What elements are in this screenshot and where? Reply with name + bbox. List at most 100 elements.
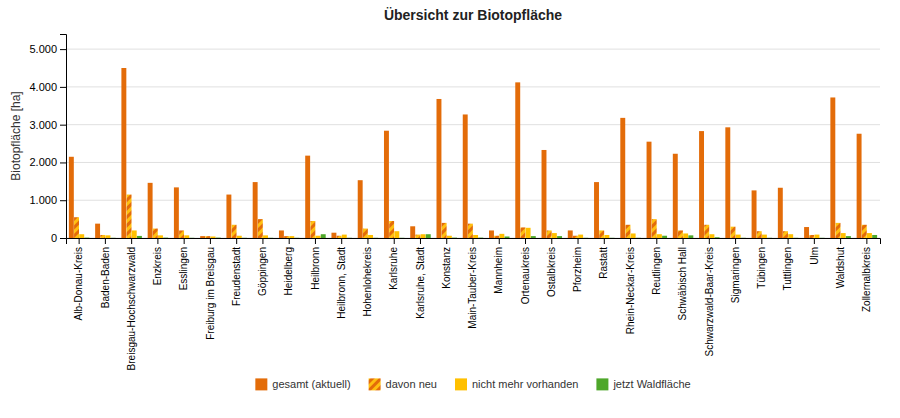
x-tick-label: Sigmaringen <box>730 247 741 303</box>
bar <box>526 228 531 238</box>
title: Übersicht zur Biotopfläche <box>384 7 562 23</box>
grid-line <box>66 49 880 50</box>
x-tick-mark <box>840 238 841 244</box>
x-tick: Reutlingen <box>651 238 662 295</box>
legend-item: gesamt (aktuell) <box>255 378 350 390</box>
bar <box>232 225 237 238</box>
x-tick-label: Tübingen <box>756 247 767 289</box>
x-tick-mark <box>551 238 552 244</box>
bar <box>321 234 326 238</box>
bar <box>284 236 289 238</box>
bar <box>95 224 100 238</box>
x-tick-mark <box>499 238 500 244</box>
bar <box>347 237 352 238</box>
x-tick-mark <box>761 238 762 244</box>
bar <box>515 82 520 238</box>
bar <box>604 235 609 238</box>
bar <box>736 235 741 238</box>
legend-swatch <box>596 378 608 390</box>
x-tick: Heidelberg <box>283 238 294 295</box>
x-tick: Rhein-Neckar-Kreis <box>625 238 636 334</box>
bar <box>846 236 851 238</box>
legend-label: jetzt Waldfläche <box>612 378 690 390</box>
bar <box>263 235 268 238</box>
x-tick: Zollernalbkreis <box>861 238 872 312</box>
bar <box>778 188 783 238</box>
bar <box>867 233 872 238</box>
bar <box>216 237 221 238</box>
bar <box>673 154 678 238</box>
bar <box>111 237 116 238</box>
x-tick-label: Karlsruhe, Stadt <box>415 247 426 319</box>
x-tick-label: Freiburg im Breisgau <box>205 247 216 340</box>
bar <box>715 237 720 238</box>
bar <box>820 237 825 238</box>
bar <box>436 99 441 238</box>
x-tick-label: Ulm <box>809 247 820 265</box>
bar <box>310 221 315 238</box>
bar <box>841 233 846 238</box>
bar <box>830 97 835 238</box>
bar <box>174 187 179 238</box>
x-tick-label: Alb-Donau-Kreis <box>73 247 84 320</box>
bar <box>242 237 247 238</box>
bar <box>809 235 814 238</box>
x-tick: Freudenstadt <box>231 238 242 306</box>
bar <box>793 237 798 238</box>
bar <box>520 227 525 238</box>
x-tick-mark <box>473 238 474 244</box>
bar <box>557 236 562 238</box>
bar <box>872 235 877 238</box>
bar <box>568 230 573 238</box>
x-tick: Baden-Baden <box>100 238 111 308</box>
x-tick: Heilbronn, Stadt <box>336 238 347 319</box>
x-tick: Freiburg im Breisgau <box>205 238 216 340</box>
y-tick-mark <box>60 125 66 126</box>
bar <box>137 236 142 238</box>
bar <box>84 237 89 238</box>
x-tick-label: Waldshut <box>835 247 846 289</box>
legend-item: davon neu <box>369 378 437 390</box>
x-tick: Hohenlohekreis <box>362 238 373 317</box>
y-tick-mark <box>60 87 66 88</box>
x-tick-label: Pforzheim <box>572 247 583 292</box>
bar <box>368 235 373 238</box>
legend-label: davon neu <box>386 378 437 390</box>
bar <box>452 237 457 238</box>
bar <box>410 226 415 238</box>
grid <box>66 49 880 238</box>
x-tick-label: Konstanz <box>441 247 452 289</box>
bar <box>158 235 163 238</box>
bar <box>814 235 819 238</box>
bar <box>731 227 736 238</box>
bar <box>662 236 667 238</box>
bar <box>289 236 294 238</box>
y-axis-title: Biotopfläche [ha] <box>9 91 23 180</box>
y-tick: 2.000 <box>29 156 66 168</box>
x-tick-label: Heilbronn, Stadt <box>336 247 347 319</box>
y-tick-mark <box>60 200 66 201</box>
x-tick: Alb-Donau-Kreis <box>73 238 84 320</box>
x-axis-line <box>67 239 881 245</box>
bar <box>153 229 158 238</box>
x-tick-mark <box>131 238 132 244</box>
x-tick: Enzkreis <box>152 238 163 285</box>
bar <box>295 237 300 238</box>
plot: 01.0002.0003.0004.0005.000Alb-Donau-Krei… <box>29 35 880 371</box>
grid-line <box>66 124 880 125</box>
bar <box>578 235 583 238</box>
x-tick: Ulm <box>809 238 820 265</box>
x-tick-mark <box>394 238 395 244</box>
bar <box>473 235 478 238</box>
bar <box>79 234 84 238</box>
bar <box>599 230 604 238</box>
x-tick: Mannheim <box>493 238 504 294</box>
x-tick-label: Esslingen <box>178 247 189 290</box>
bar <box>316 236 321 238</box>
x-tick-label: Breisgau-Hochschwarzwald <box>126 247 137 370</box>
legend-swatch <box>255 378 267 390</box>
bar <box>489 230 494 238</box>
bar <box>331 233 336 238</box>
bar <box>688 235 693 238</box>
bar <box>106 235 111 238</box>
